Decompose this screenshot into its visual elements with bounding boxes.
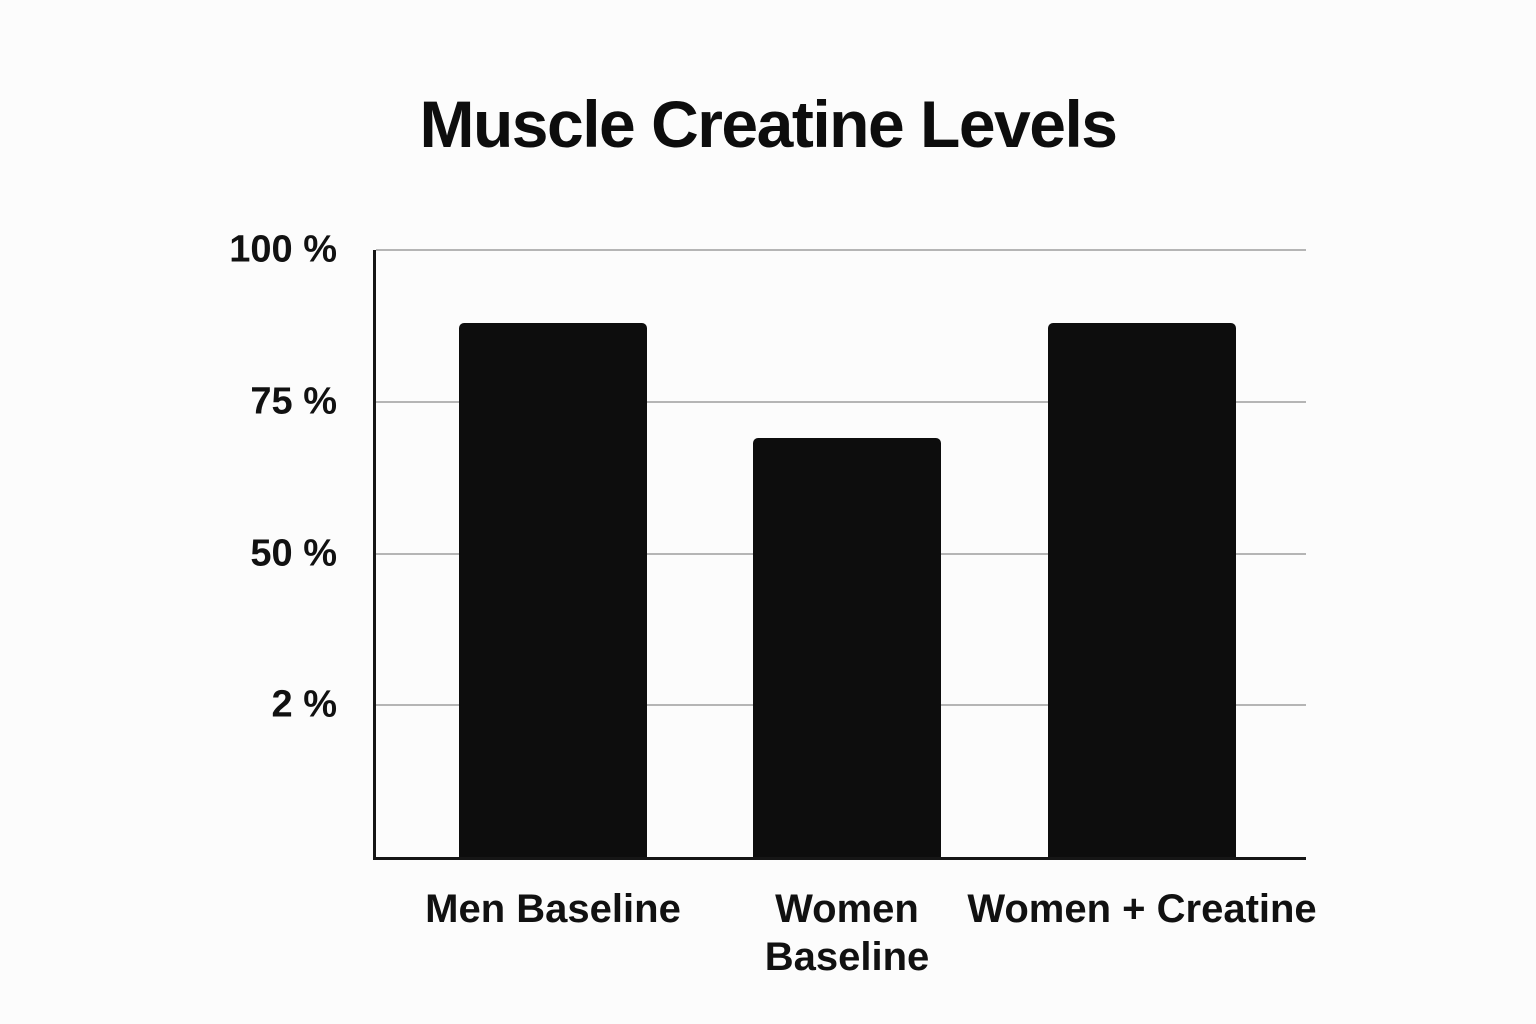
plot-area: 100 % 75 % 50 % 2 % Men Baseline Women Baselin… — [229, 229, 1316, 980]
x-label-line: Baseline — [764, 935, 930, 979]
bar-men-baseline — [459, 323, 647, 857]
y-tick-label-100: 100 % — [229, 228, 337, 271]
y-tick-label-2: 2 % — [271, 683, 337, 726]
x-label-line: Men Baseline — [425, 887, 681, 931]
gridline-100 — [376, 249, 1306, 251]
y-axis-line — [373, 250, 376, 860]
x-label-men-baseline: Men Baseline — [425, 885, 681, 933]
chart-title: Muscle Creatine Levels — [419, 87, 1119, 161]
x-label-line: Women — [775, 887, 919, 931]
x-axis-line — [373, 857, 1306, 860]
bar-women-baseline — [753, 438, 941, 857]
x-label-line: Women + Creatine — [967, 887, 1317, 931]
gridline-75 — [376, 400, 1306, 403]
y-tick-label-75: 75 % — [250, 380, 337, 423]
bar-women-creatine — [1048, 323, 1236, 857]
y-tick-label-50: 50 % — [250, 532, 337, 574]
x-label-women-creatine: Women + Creatine — [967, 885, 1316, 933]
x-label-women-baseline: Women Baseline — [765, 885, 930, 981]
